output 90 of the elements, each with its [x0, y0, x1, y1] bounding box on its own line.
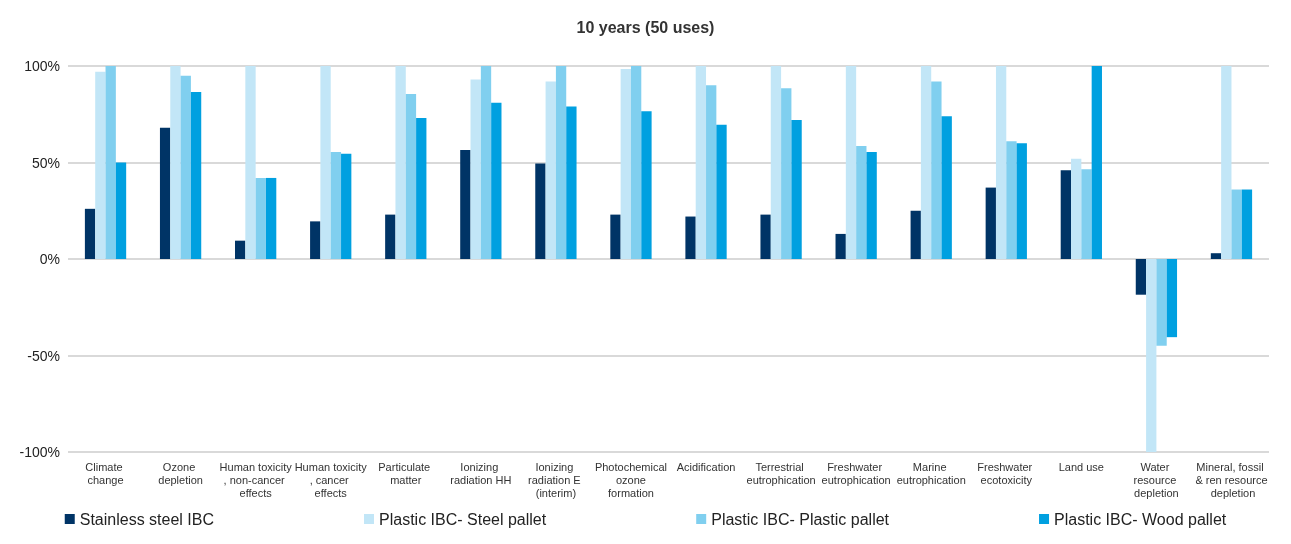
legend-label: Plastic IBC- Steel pallet [379, 510, 547, 528]
bar [84, 208, 96, 259]
bar [460, 149, 471, 259]
y-tick-label: 100% [24, 58, 60, 74]
bar [405, 93, 417, 259]
chart-title: 10 years (50 uses) [576, 18, 715, 36]
x-tick-label: Terrestrial eutrophication [746, 460, 816, 486]
x-tick-label: Freshwater eutrophication [821, 460, 891, 486]
x-tick-label: Climate change [85, 460, 126, 486]
bar [630, 66, 642, 259]
bar [1060, 170, 1072, 259]
legend-label: Plastic IBC- Wood pallet [1054, 510, 1227, 528]
y-tick-label: 0% [39, 251, 60, 267]
bar [685, 216, 696, 259]
bar [845, 66, 857, 259]
bar [641, 111, 652, 259]
bar [235, 240, 246, 259]
y-tick-label: -100% [19, 444, 60, 460]
bar [920, 66, 932, 259]
legend-label: Plastic IBC- Plastic pallet [711, 510, 890, 528]
bar [941, 116, 952, 259]
bar [856, 146, 867, 259]
bar [95, 71, 106, 259]
bar [395, 66, 406, 259]
x-tick-label: Mineral, fossil & ren resource depletion [1195, 460, 1268, 499]
x-tick-label: Ionizing radiation HH [450, 460, 512, 486]
bar [1156, 259, 1167, 346]
bar [170, 66, 181, 259]
bar [995, 66, 1007, 259]
bar [1006, 141, 1017, 259]
x-tick-label: Marine eutrophication [896, 460, 966, 486]
bar [535, 163, 546, 259]
bar [716, 124, 727, 259]
bar [835, 233, 846, 259]
bar [555, 66, 567, 259]
x-tick-label: Human toxicity, cancer effects [294, 460, 368, 499]
bar [320, 66, 331, 259]
bar [265, 177, 277, 259]
bar [620, 68, 631, 259]
bar [470, 79, 481, 259]
bar [610, 214, 621, 259]
bar [695, 66, 707, 259]
bar [781, 88, 792, 259]
bar [385, 214, 396, 259]
bar [566, 106, 577, 259]
bar [1135, 259, 1147, 295]
x-tick-label: Particulate matter [378, 460, 434, 486]
x-tick-label: Freshwater ecotoxicity [977, 460, 1036, 486]
bar [866, 151, 877, 259]
bar [341, 153, 352, 259]
bar [115, 162, 127, 259]
x-tick-label: Photochemical ozone formation [594, 460, 668, 499]
bar [190, 92, 202, 259]
bar [1071, 158, 1082, 259]
bar [931, 81, 942, 259]
bar [1241, 189, 1253, 259]
bar [1231, 189, 1242, 259]
bar [310, 221, 321, 259]
bar [1016, 143, 1027, 259]
bar [1166, 259, 1178, 338]
bar [1146, 259, 1157, 452]
bar [255, 177, 266, 259]
bar [480, 66, 492, 259]
x-tick-label: Ionizing radiation E (interim) [528, 460, 584, 499]
legend-label: Stainless steel IBC [79, 510, 215, 528]
bar [760, 214, 771, 259]
x-tick-label: Water resource depletion [1133, 460, 1180, 499]
bar [416, 118, 427, 259]
bar [1091, 66, 1102, 259]
bar [330, 151, 342, 259]
x-tick-label: Ozone depletion [158, 460, 203, 486]
bar [910, 210, 921, 259]
bar [791, 120, 802, 259]
bar [105, 66, 116, 259]
bar [985, 187, 996, 259]
bar [1210, 253, 1222, 259]
bar [180, 75, 191, 259]
bar [545, 81, 556, 259]
bar [706, 85, 717, 259]
x-tick-label: Acidification [676, 460, 736, 473]
y-tick-label: 50% [31, 154, 60, 171]
bar [1221, 66, 1232, 259]
bar [159, 127, 171, 259]
bar [770, 66, 782, 259]
x-tick-label: Human toxicity, non-cancer effects [219, 460, 293, 499]
x-tick-label: Land use [1058, 460, 1104, 473]
bar [1081, 169, 1092, 259]
bar [245, 66, 256, 259]
y-tick-label: -50% [27, 347, 60, 364]
bar [491, 102, 502, 259]
